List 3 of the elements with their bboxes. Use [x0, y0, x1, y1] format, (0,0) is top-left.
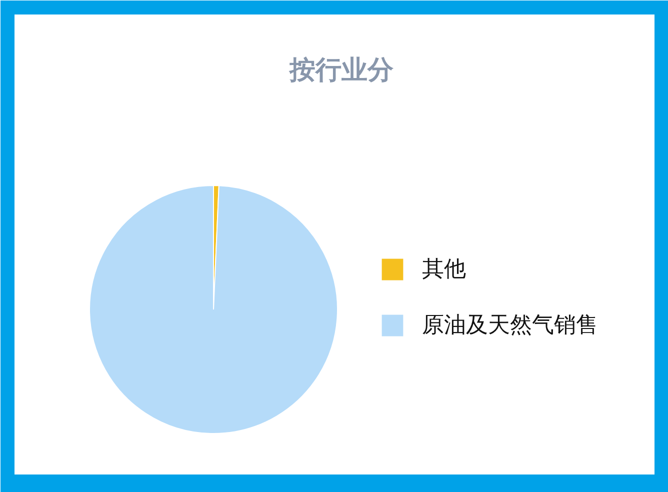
legend-label: 原油及天然气销售 — [422, 311, 598, 339]
chart-title: 按行业分 — [288, 54, 394, 84]
legend-label: 其他 — [422, 255, 466, 283]
